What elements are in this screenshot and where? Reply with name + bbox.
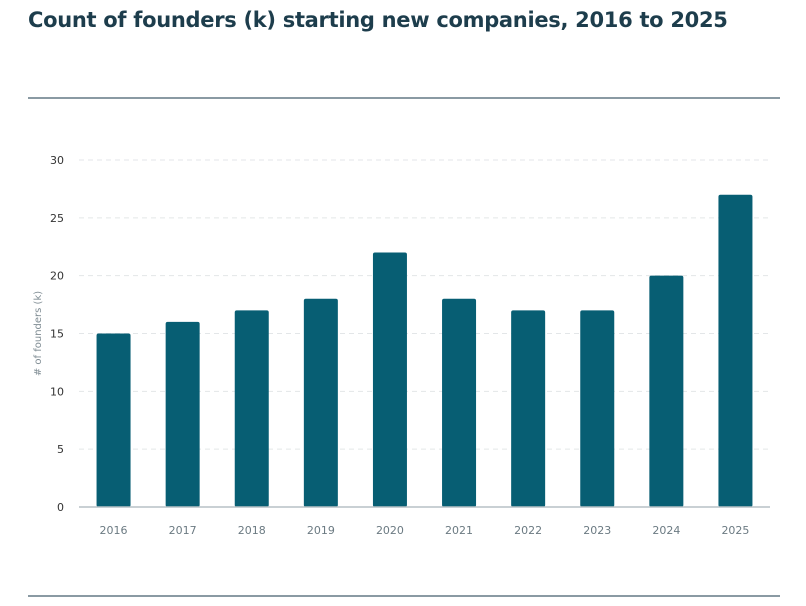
y-tick-label: 20 xyxy=(50,270,64,283)
x-tick-label: 2023 xyxy=(583,524,611,537)
y-tick-label: 10 xyxy=(50,385,64,398)
y-tick-label: 0 xyxy=(57,501,64,514)
bottom-divider xyxy=(28,595,780,597)
y-tick-label: 15 xyxy=(50,328,64,341)
y-axis-label: # of founders (k) xyxy=(33,291,44,376)
x-tick-label: 2020 xyxy=(376,524,404,537)
bar xyxy=(649,275,684,507)
bar xyxy=(165,321,200,507)
x-tick-label: 2016 xyxy=(100,524,128,537)
x-tick-label: 2017 xyxy=(169,524,197,537)
bar xyxy=(580,310,615,507)
x-tick-label: 2019 xyxy=(307,524,335,537)
y-tick-label: 25 xyxy=(50,212,64,225)
bar xyxy=(372,252,407,507)
x-tick-label: 2021 xyxy=(445,524,473,537)
chart-title: Count of founders (k) starting new compa… xyxy=(28,8,728,32)
y-tick-label: 30 xyxy=(50,154,64,167)
x-tick-label: 2024 xyxy=(652,524,680,537)
bar xyxy=(511,310,546,507)
bar xyxy=(718,194,753,507)
y-tick-label: 5 xyxy=(57,443,64,456)
x-tick-label: 2022 xyxy=(514,524,542,537)
top-divider xyxy=(28,97,780,99)
bar xyxy=(303,298,338,507)
x-tick-label: 2025 xyxy=(721,524,749,537)
bar xyxy=(234,310,269,507)
bar xyxy=(96,333,131,507)
bar xyxy=(442,298,477,507)
x-tick-label: 2018 xyxy=(238,524,266,537)
